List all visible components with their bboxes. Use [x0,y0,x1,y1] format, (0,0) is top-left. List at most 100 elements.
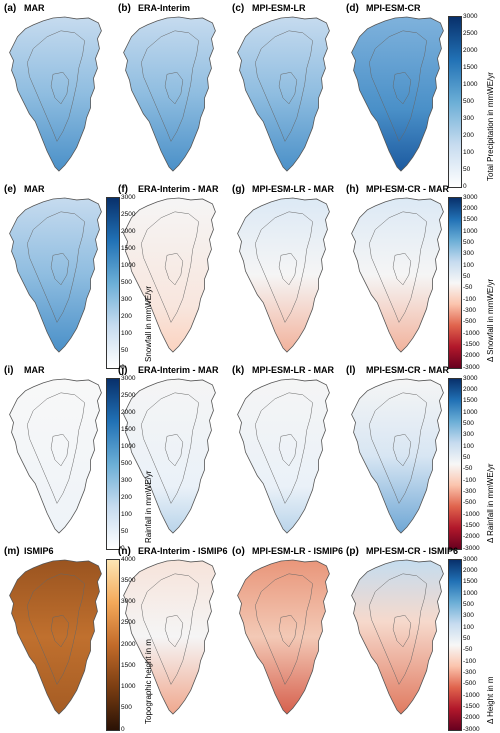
ice-sheet-shape [237,559,330,715]
elevation-contour [392,72,412,105]
elevation-contour [255,573,313,685]
elevation-contour [255,392,313,504]
right-colorbar-tick: 1000 [463,589,478,597]
right-colorbar-tick: 3000 [463,193,478,201]
elevation-contour [27,30,85,142]
right-colorbar-tick: -100 [463,295,477,303]
left-colorbar-tick: 1000 [121,261,136,269]
left-colorbar-tick: 1500 [121,244,136,252]
left-colorbar-label: Snowfall in mmWE/yr [144,285,153,362]
elevation-contour [369,573,427,685]
right-colorbar-tick: 200 [463,131,474,139]
right-colorbar-tick: -3000 [463,544,480,552]
right-colorbar-tick: 3000 [463,374,478,382]
left-colorbar [106,378,120,550]
right-colorbar-tick: 500 [463,238,474,246]
panel-title: MPI-ESM-LR [252,3,306,13]
elevation-contour [255,211,313,323]
left-colorbar-tick: 300 [121,476,132,484]
map-panel: (e) MAR [4,184,106,354]
panel-label: (a) [4,3,17,14]
left-colorbar-tick: 3000 [121,598,136,605]
left-colorbar-tick: 2500 [121,210,136,218]
elevation-contour [27,392,85,504]
panel-title: MPI-ESM-CR - MAR [366,184,449,194]
panel-label: (k) [232,365,245,376]
elevation-contour [164,253,184,286]
elevation-contour [50,253,70,286]
left-colorbar-tick: 300 [121,295,132,303]
left-colorbar-label: Topographic height in m [144,639,153,724]
right-colorbar-tick: -1500 [463,521,480,529]
left-colorbar-tick: 3000 [121,374,136,382]
right-colorbar-tick: -500 [463,680,477,688]
left-colorbar-tick: 0 [121,544,125,552]
elevation-contour [278,434,298,467]
left-colorbar-tick: 2500 [121,391,136,399]
greenland-map [237,16,330,172]
left-colorbar-tick: 100 [121,329,132,337]
right-colorbar-tick: 300 [463,114,474,122]
map-panel: (j) ERA-Interim - MAR [118,365,220,535]
left-colorbar-tick: 1500 [121,425,136,433]
right-colorbar-tick: 100 [463,442,474,450]
right-colorbar-tick: 500 [463,600,474,608]
greenland-map [9,378,102,534]
map-panel: (p) MPI-ESM-CR - ISMIP6 [346,546,458,716]
right-colorbar-tick: -1500 [463,340,480,348]
map-panel: (c) MPI-ESM-LR [232,3,334,173]
elevation-contour [27,211,85,323]
left-colorbar-tick: 200 [121,493,132,501]
right-colorbar-tick: -1500 [463,702,480,710]
right-colorbar-tick: 1500 [463,578,478,586]
right-colorbar-tick: 3000 [463,555,478,563]
ice-sheet-shape [237,16,330,172]
right-colorbar-tick: 1000 [463,227,478,235]
elevation-contour [369,392,427,504]
left-colorbar-label: Rainfall in mmWE/yr [144,470,153,543]
right-colorbar-tick: 1500 [463,216,478,224]
panel-label: (i) [4,365,14,376]
right-colorbar [448,16,462,188]
panel-title: MPI-ESM-CR - MAR [366,365,449,375]
greenland-map [351,378,444,534]
elevation-contour [369,211,427,323]
panel-label: (m) [4,546,20,557]
left-colorbar-tick: 2000 [121,640,136,648]
panel-title: MAR [24,184,45,194]
right-colorbar-tick: -3000 [463,363,480,371]
left-colorbar-tick: 500 [121,704,132,712]
elevation-contour [278,615,298,648]
right-colorbar-tick: 300 [463,431,474,439]
left-colorbar-tick: 2000 [121,227,136,235]
elevation-contour [278,253,298,286]
left-colorbar-tick: 3500 [121,576,136,584]
right-colorbar-tick: 2000 [463,385,478,393]
ice-sheet-shape [237,197,330,353]
ice-sheet-shape [237,378,330,534]
right-colorbar-tick: 50 [463,634,471,642]
elevation-contour [164,72,184,105]
right-colorbar-tick: -300 [463,668,477,676]
elevation-contour [255,30,313,142]
right-colorbar-label: Δ Rainfall in mmWE/yr [486,463,495,543]
panel-title: MPI-ESM-LR - ISMIP6 [252,546,344,556]
right-colorbar-tick: -100 [463,476,477,484]
panel-label: (j) [118,365,128,376]
panel-title: MAR [24,365,45,375]
ice-sheet-shape [123,197,216,353]
right-colorbar-tick: -300 [463,306,477,314]
right-colorbar-tick: 1500 [463,397,478,405]
right-colorbar-tick: 100 [463,623,474,631]
right-colorbar-tick: 2500 [463,29,478,37]
left-colorbar [106,559,120,731]
right-colorbar-tick: 1500 [463,63,478,71]
elevation-contour [392,434,412,467]
greenland-map [9,16,102,172]
right-colorbar [448,559,462,731]
ice-sheet-shape [9,16,102,172]
panel-title: ERA-Interim - ISMIP6 [138,546,228,556]
elevation-contour [27,573,85,685]
panel-title: ERA-Interim [138,3,191,13]
ice-sheet-shape [123,378,216,534]
